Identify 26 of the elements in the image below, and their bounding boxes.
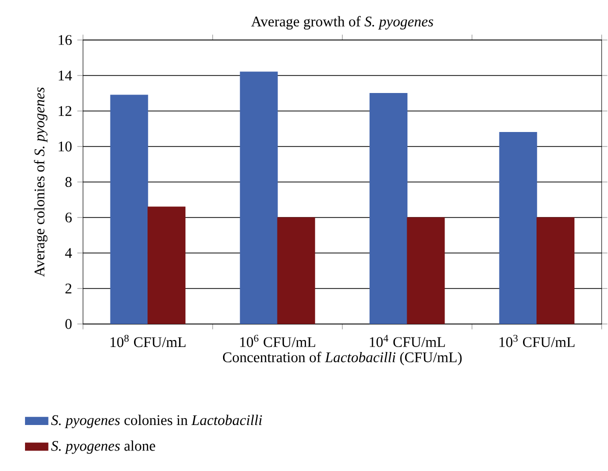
bar — [370, 92, 408, 324]
y-tick-label: 2 — [65, 284, 72, 294]
y-tick-label: 16 — [58, 35, 72, 45]
y-tick-label: 12 — [58, 106, 72, 116]
x-tick-label: 10$^{3}$ CFU/mL — [500, 334, 574, 348]
bar — [499, 132, 538, 324]
x-tick-label: 10$^{4}$ CFU/mL — [370, 334, 445, 348]
y-tick-label: 14 — [58, 70, 72, 80]
y-tick-label: 10 — [58, 142, 72, 152]
bar — [536, 217, 574, 324]
y-tick-label: 6 — [65, 212, 72, 222]
x-tick-label: 10$^{6}$ CFU/mL — [240, 334, 316, 348]
legend-label: S. pyogenes alone — [51, 440, 156, 454]
y-tick-label: 0 — [65, 319, 72, 329]
chart-title: Average growth of S. pyogenes — [251, 16, 434, 30]
bar — [277, 217, 316, 324]
y-tick-label: 8 — [65, 177, 72, 187]
x-axis-title: Concentration of Lactobacilli (CFU/mL) — [222, 352, 462, 366]
bar — [406, 217, 445, 324]
bar — [110, 94, 148, 324]
y-tick-label: 4 — [65, 248, 72, 258]
x-tick-label: 10$^{8}$ CFU/mL — [110, 334, 186, 348]
y-axis-title: Average colonies of S. pyogenes — [34, 87, 48, 277]
bar — [240, 72, 278, 324]
bar — [148, 206, 186, 324]
legend-label: S. pyogenes colonies in Lactobacilli — [51, 414, 262, 428]
